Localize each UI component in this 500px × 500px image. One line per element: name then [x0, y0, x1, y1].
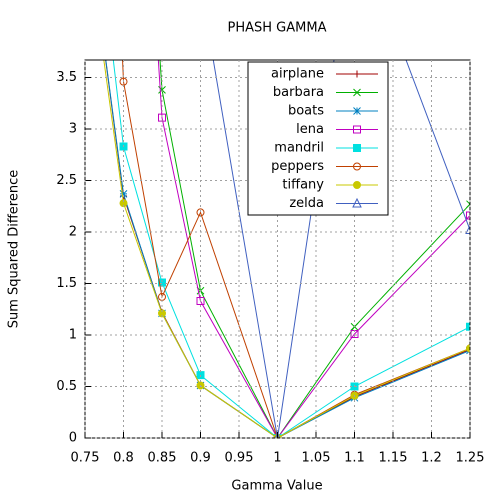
- marker: [157, 309, 167, 318]
- legend-marker: [352, 181, 362, 189]
- legend-label: airplane: [271, 67, 324, 82]
- legend-label: zelda: [289, 196, 324, 211]
- x-axis-label: Gamma Value: [231, 479, 322, 494]
- legend-box: [247, 61, 389, 216]
- legend-marker: [353, 70, 361, 78]
- marker: [119, 77, 128, 86]
- chart-title: PHASH GAMMA: [228, 21, 327, 36]
- marker: [119, 190, 128, 198]
- y-tick-label: 1: [69, 328, 77, 343]
- x-tick-label: 1.15: [379, 451, 408, 466]
- marker: [466, 200, 470, 209]
- legend-label: barbara: [273, 85, 324, 100]
- legend-marker: [353, 88, 361, 97]
- y-tick-label: 1.5: [56, 276, 77, 291]
- x-tick-label: 1.2: [421, 451, 442, 466]
- x-tick-label: 0.8: [113, 451, 134, 466]
- marker: [465, 344, 470, 353]
- legend-marker: [352, 162, 362, 171]
- marker: [466, 211, 470, 220]
- marker: [196, 297, 205, 306]
- legend-label: mandril: [274, 141, 324, 156]
- x-tick-label: 1.1: [344, 451, 365, 466]
- legend-label: peppers: [271, 159, 324, 174]
- y-tick-label: 3.5: [56, 70, 77, 85]
- x-tick-label: 0.95: [225, 451, 254, 466]
- x-tick-label: 0.75: [71, 451, 100, 466]
- legend-marker: [352, 197, 362, 208]
- x-tick-label: 0.85: [148, 451, 177, 466]
- marker: [157, 292, 167, 301]
- y-tick-label: 0: [69, 431, 77, 446]
- marker: [158, 113, 166, 122]
- y-tick-label: 0.5: [56, 379, 77, 394]
- marker: [196, 208, 205, 217]
- y-tick-label: 2.5: [56, 173, 77, 188]
- legend-label: tiffany: [282, 178, 324, 193]
- legend-marker: [353, 125, 361, 134]
- marker: [158, 278, 166, 287]
- legend-label: boats: [288, 104, 324, 119]
- marker: [465, 224, 470, 234]
- legend-marker: [353, 144, 361, 152]
- marker: [466, 322, 470, 331]
- x-tick-label: 1: [273, 451, 281, 466]
- y-tick-label: 2: [69, 225, 77, 240]
- marker: [119, 199, 128, 208]
- y-tick-label: 3: [69, 122, 77, 137]
- x-tick-label: 1.05: [302, 451, 331, 466]
- x-tick-label: 0.9: [190, 451, 211, 466]
- x-tick-label: 1.25: [456, 451, 485, 466]
- y-axis-label: Sum Squared Difference: [7, 170, 22, 328]
- legend-marker: [353, 107, 361, 115]
- legend-label: lena: [296, 122, 324, 137]
